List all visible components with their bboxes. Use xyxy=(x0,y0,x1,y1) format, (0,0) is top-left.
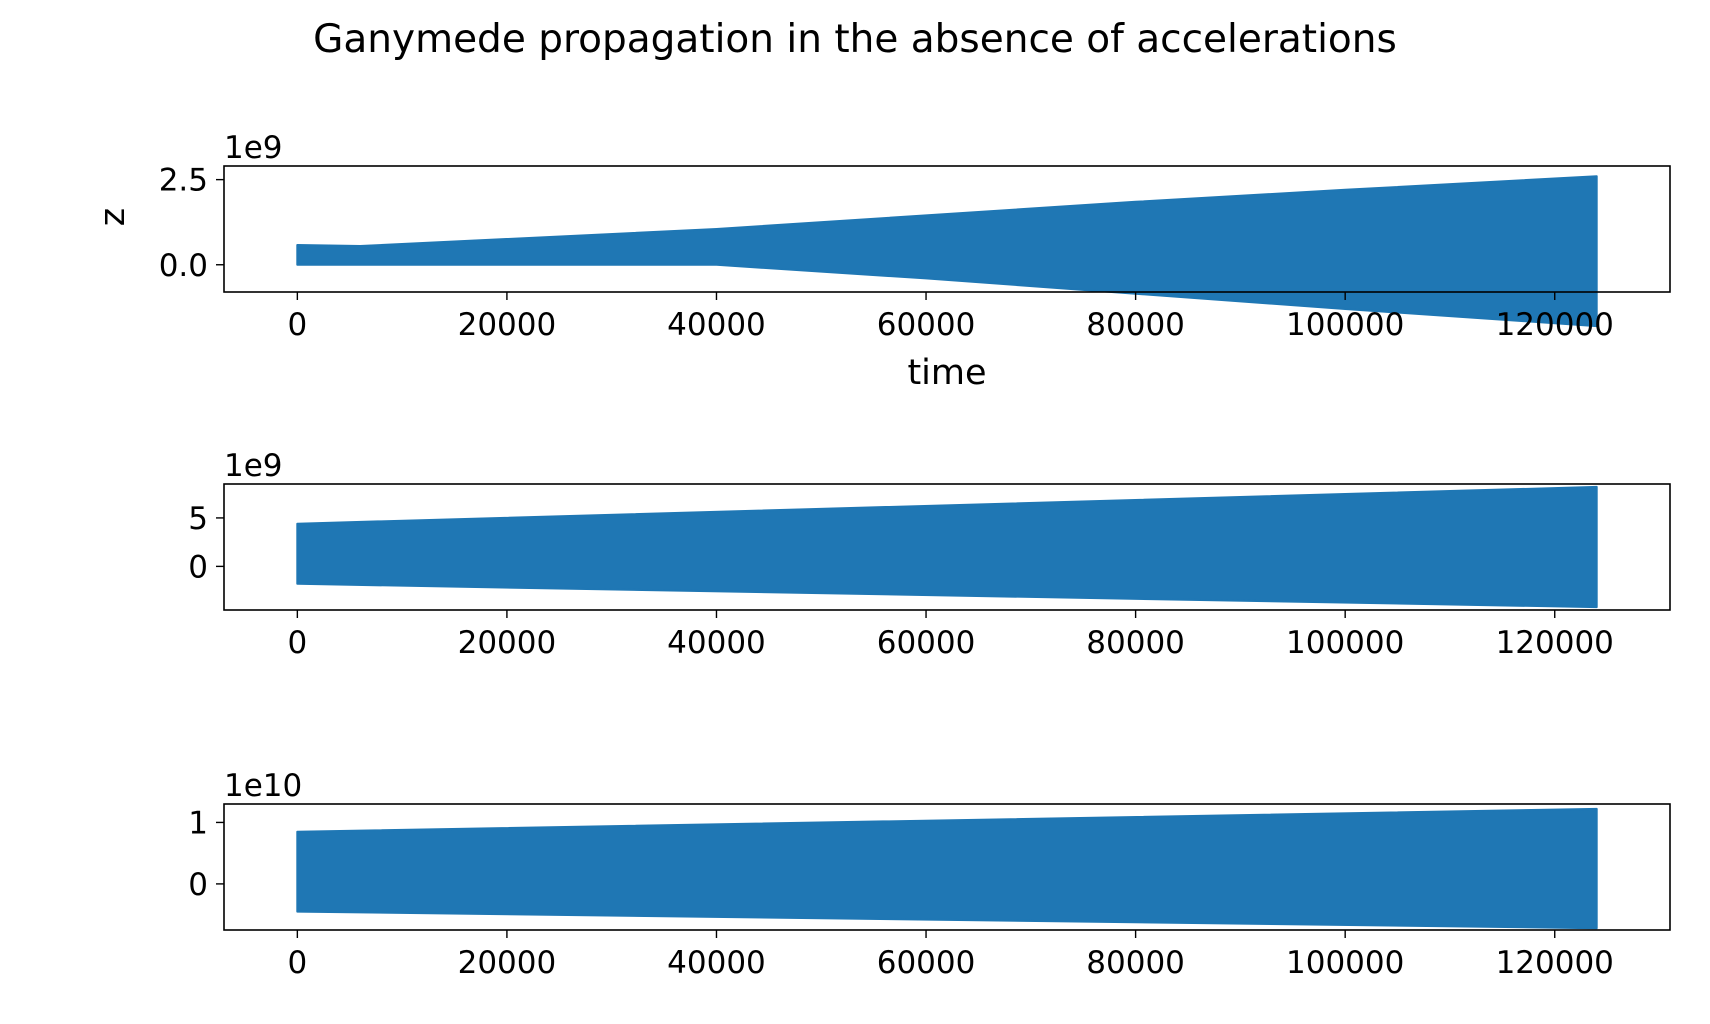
chart-title: Ganymede propagation in the absence of a… xyxy=(313,17,1397,62)
x-tick-label: 80000 xyxy=(1086,307,1185,343)
x-tick-label: 40000 xyxy=(667,625,766,661)
x-tick-label: 20000 xyxy=(458,945,557,981)
axes-frame xyxy=(223,165,1671,293)
x-tick-label: 0 xyxy=(287,625,307,661)
y-tick-label: 0.0 xyxy=(159,248,208,284)
x-tick-label: 120000 xyxy=(1496,625,1614,661)
y-tick-label: 2.5 xyxy=(159,163,208,199)
subplots: 0 20000 40000 60000 80000 100000 1200000.02.51… xyxy=(93,130,1671,981)
x-axis-label: time xyxy=(907,353,986,393)
subplot-2: 0 20000 40000 60000 80000 100000 120000 0 5 1e9 xyxy=(188,448,1671,661)
axes-frame xyxy=(223,483,1671,611)
y-offset-text: 1e9 xyxy=(224,448,283,484)
series-band xyxy=(296,807,1598,930)
x-tick-label: 120000 xyxy=(1496,307,1614,343)
x-tick-label: 60000 xyxy=(877,625,976,661)
y-offset-text: 1e9 xyxy=(224,130,283,166)
x-tick-label: 0 xyxy=(287,945,307,981)
y-axis-label: z xyxy=(93,208,133,226)
x-tick-label: 0 xyxy=(287,307,307,343)
y-tick-label: 0 xyxy=(188,549,208,585)
x-tick-label: 20000 xyxy=(458,307,557,343)
y-tick-label: 0 xyxy=(188,867,208,903)
subplot-1: 0 20000 40000 60000 80000 100000 120000 0.0 2.5 1… xyxy=(93,130,1671,393)
x-tick-label: 100000 xyxy=(1286,307,1404,343)
y-tick-label: 1 xyxy=(188,805,208,841)
y-offset-text: 1e10 xyxy=(224,768,302,804)
x-tick-label: 60000 xyxy=(877,945,976,981)
y-tick-label: 5 xyxy=(188,501,208,537)
subplot-3: 0 20000 40000 60000 80000 100000 120000 0 1 1e10 xyxy=(188,768,1671,981)
x-tick-label: 40000 xyxy=(667,945,766,981)
axes-frame xyxy=(223,803,1671,931)
x-tick-label: 100000 xyxy=(1286,625,1404,661)
series-band xyxy=(296,485,1598,609)
x-tick-label: 80000 xyxy=(1086,945,1185,981)
x-tick-label: 80000 xyxy=(1086,625,1185,661)
series-band xyxy=(296,175,1598,328)
x-tick-label: 120000 xyxy=(1496,945,1614,981)
x-tick-label: 100000 xyxy=(1286,945,1404,981)
x-tick-label: 20000 xyxy=(458,625,557,661)
x-tick-label: 60000 xyxy=(877,307,976,343)
x-tick-label: 40000 xyxy=(667,307,766,343)
